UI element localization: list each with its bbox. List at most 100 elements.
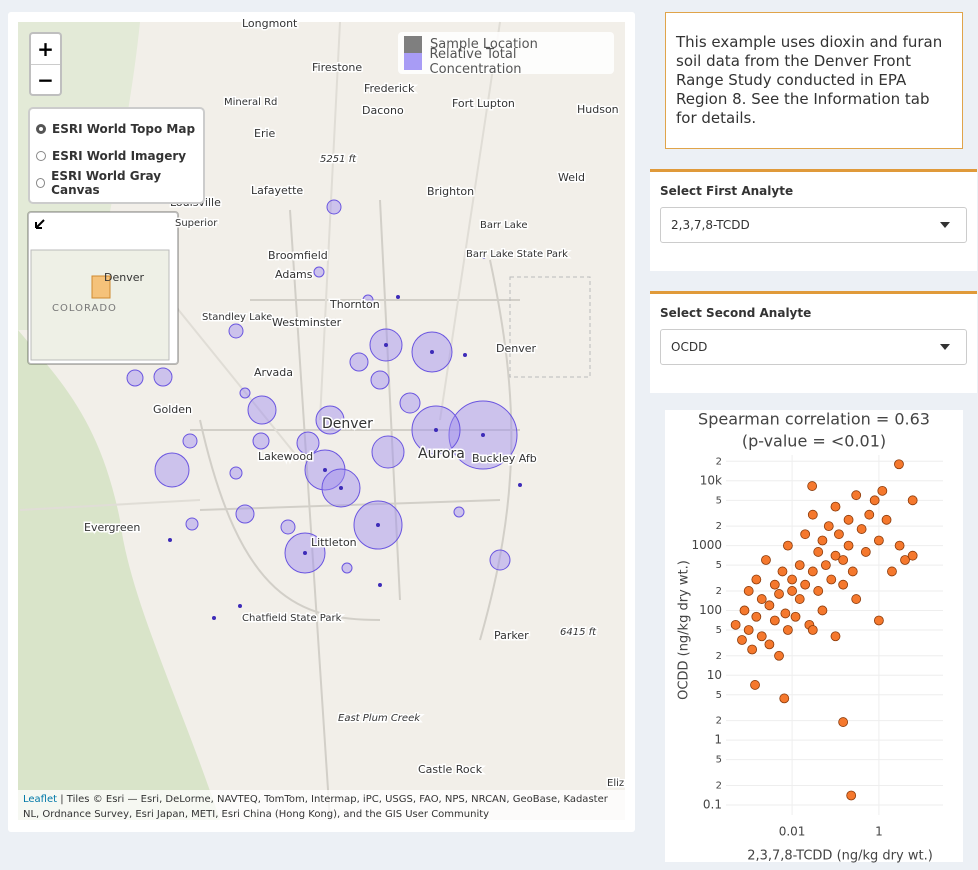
- y-axis-label: OCDD (ng/kg dry wt.): [677, 560, 692, 700]
- point: [774, 589, 784, 599]
- point: [907, 495, 918, 506]
- select-label: Select Second Analyte: [660, 306, 812, 320]
- place-label: Weld: [558, 171, 585, 184]
- select-panel: Select First Analyte 2,3,7,8-TCDD: [650, 169, 977, 271]
- point: [846, 790, 857, 801]
- place-label: 5251 ft: [320, 154, 357, 165]
- layer-control: ESRI World Topo Map ESRI World Imagery E…: [28, 107, 205, 204]
- point: [750, 680, 760, 690]
- point: [739, 605, 750, 616]
- point: [817, 605, 828, 616]
- point: [737, 635, 747, 645]
- point: [777, 566, 788, 577]
- terrain: [18, 330, 220, 820]
- place-label: Barr Lake State Park: [466, 249, 568, 260]
- point: [764, 600, 775, 611]
- place-label: Firestone: [312, 61, 362, 74]
- place-label: Adams: [275, 268, 313, 281]
- airport: [509, 276, 591, 378]
- place-label: Denver: [496, 342, 536, 355]
- point: [807, 481, 818, 491]
- y-tick-label: 10k: [700, 473, 722, 487]
- point: [761, 555, 771, 565]
- layer-option[interactable]: ESRI World Gray Canvas: [36, 169, 197, 197]
- layer-option[interactable]: ESRI World Imagery: [36, 142, 197, 169]
- x-axis-label: 2,3,7,8-TCDD (ng/kg dry wt.): [747, 849, 933, 864]
- select-box[interactable]: 2,3,7,8-TCDD: [660, 207, 967, 243]
- leaflet-link[interactable]: Leaflet: [23, 794, 58, 805]
- y-tick-label: 1: [714, 733, 722, 747]
- y-tick-label: 1000: [691, 538, 722, 552]
- y-tick-label: 2: [716, 716, 722, 727]
- zoom-in[interactable]: +: [31, 34, 60, 65]
- place-label: Mineral Rd: [224, 97, 277, 108]
- place-label: Eliz: [607, 778, 624, 789]
- layer-label: ESRI World Imagery: [52, 148, 187, 163]
- point: [774, 650, 784, 661]
- point: [887, 566, 897, 577]
- point: [787, 574, 797, 585]
- minimap-toggle[interactable]: [35, 219, 45, 229]
- point: [751, 611, 762, 622]
- point: [794, 560, 805, 571]
- point: [807, 566, 818, 577]
- y-tick-label: 0.1: [703, 797, 722, 811]
- zoom-control: + −: [29, 32, 62, 96]
- point: [807, 625, 818, 635]
- point: [780, 608, 791, 619]
- y-tick-label: 10: [707, 668, 722, 682]
- point: [764, 639, 775, 650]
- zoom-out[interactable]: −: [37, 68, 54, 92]
- y-tick-label: 5: [716, 690, 722, 701]
- point: [787, 586, 797, 596]
- point: [856, 524, 867, 534]
- y-tick-label: 5: [716, 625, 722, 636]
- point: [869, 495, 880, 506]
- place-label: Barr Lake: [480, 220, 528, 231]
- place-label: Broomfield: [268, 249, 328, 262]
- point: [864, 509, 875, 520]
- place-label: Aurora: [418, 446, 465, 462]
- y-tick-label: 100: [699, 603, 722, 617]
- point: [779, 693, 790, 704]
- legend-label: Relative Total Concentration: [429, 46, 522, 77]
- layer-option[interactable]: ESRI World Topo Map: [36, 115, 197, 142]
- point: [877, 485, 888, 496]
- place-label: Arvada: [254, 366, 293, 379]
- point: [860, 547, 871, 557]
- y-tick-label: 5: [716, 560, 722, 571]
- point: [743, 586, 754, 596]
- sample-circles: [126, 199, 518, 574]
- point: [813, 547, 824, 557]
- place-label: Westminster: [272, 316, 342, 329]
- point: [830, 631, 841, 642]
- point: [900, 555, 910, 565]
- minimap-extent: [91, 275, 111, 299]
- y-tick-label: 2: [716, 456, 722, 467]
- place-label: Thornton: [329, 298, 380, 311]
- place-label: Superior: [175, 218, 218, 229]
- point: [830, 501, 841, 512]
- point: [851, 490, 862, 501]
- point: [800, 579, 811, 590]
- point: [873, 535, 884, 546]
- point: [769, 579, 780, 590]
- point: [813, 586, 824, 596]
- place-label: 6415 ft: [560, 627, 597, 638]
- point: [794, 594, 805, 604]
- point: [843, 514, 854, 525]
- y-tick-label: 2: [716, 586, 722, 597]
- place-label: Parker: [494, 629, 529, 642]
- place-label: Fort Lupton: [452, 97, 515, 110]
- point: [826, 574, 837, 585]
- y-tick-label: 2: [716, 780, 722, 791]
- place-label: Hudson: [577, 103, 619, 116]
- point: [747, 644, 758, 655]
- select-box[interactable]: OCDD: [660, 329, 967, 365]
- minimap-label: COLORADO: [52, 303, 117, 314]
- y-tick-label: 5: [716, 755, 722, 766]
- point: [907, 550, 918, 561]
- place-label: Littleton: [311, 536, 357, 549]
- place-label: Erie: [254, 127, 276, 140]
